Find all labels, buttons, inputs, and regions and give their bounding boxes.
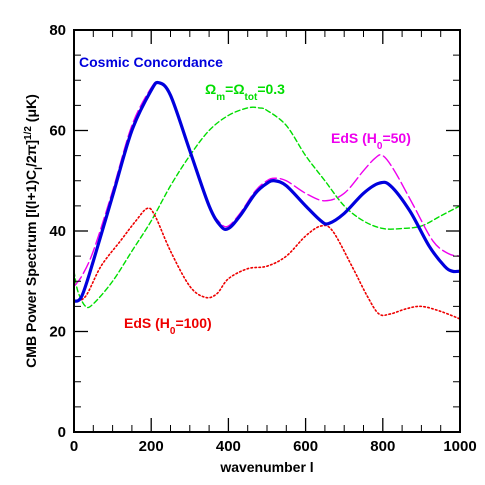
anno-omega-sub: tot bbox=[245, 92, 258, 103]
y-tick-label: 80 bbox=[49, 22, 66, 39]
anno-omega-sub: m bbox=[216, 92, 225, 103]
axis-tick-labels: 0 200 400 600 800 1000 0 20 40 60 80 bbox=[49, 22, 476, 455]
anno-omega-part: =Ω bbox=[225, 81, 244, 97]
x-tick-label: 800 bbox=[370, 438, 395, 455]
anno-omega-part: =0.3 bbox=[257, 81, 285, 97]
y-label-sup: 1/2 bbox=[23, 126, 34, 140]
y-tick-label: 20 bbox=[49, 324, 66, 341]
x-tick-label: 200 bbox=[139, 438, 164, 455]
x-tick-label: 1000 bbox=[443, 438, 476, 455]
y-tick-label: 0 bbox=[58, 424, 66, 441]
y-axis-label: CMB Power Spectrum [l(l+1)Cl/2π]1/2 (μK) bbox=[23, 94, 45, 368]
anno-omega-part: Ω bbox=[205, 81, 216, 97]
y-label-part: /2π] bbox=[23, 140, 39, 167]
anno-eds50-part: =50) bbox=[382, 130, 410, 146]
annotation-cosmic-concordance: Cosmic Concordance bbox=[79, 54, 223, 70]
anno-eds50-sub: 0 bbox=[377, 141, 383, 152]
series-curves bbox=[74, 80, 460, 320]
y-label-part: CMB Power Spectrum [l(l+1)C bbox=[23, 170, 39, 368]
series-line-cosmic-concordance bbox=[74, 80, 460, 303]
anno-eds100-part: =100) bbox=[175, 315, 211, 331]
anno-eds100-sub: 0 bbox=[170, 326, 176, 337]
anno-eds50-part: EdS (H bbox=[331, 130, 377, 146]
x-tick-label: 600 bbox=[293, 438, 318, 455]
annotation-eds-h100: EdS (H0=100) bbox=[124, 315, 212, 337]
series-line-eds-h50 bbox=[74, 81, 460, 287]
axis-ticks bbox=[73, 29, 461, 433]
anno-eds100-part: EdS (H bbox=[124, 315, 170, 331]
annotation-eds-h50: EdS (H0=50) bbox=[331, 130, 411, 152]
y-label-part: (μK) bbox=[23, 94, 39, 126]
series-line-omega-0.3 bbox=[74, 106, 460, 309]
x-axis-label: wavenumber l bbox=[219, 459, 313, 475]
y-tick-label: 40 bbox=[49, 223, 66, 240]
series-line-eds-h100 bbox=[74, 207, 460, 320]
y-tick-label: 60 bbox=[49, 123, 66, 140]
annotation-omega: Ωm=Ωtot=0.3 bbox=[205, 81, 285, 103]
x-tick-label: 400 bbox=[216, 438, 241, 455]
y-label-sub: l bbox=[34, 167, 45, 170]
x-tick-label: 0 bbox=[70, 438, 78, 455]
